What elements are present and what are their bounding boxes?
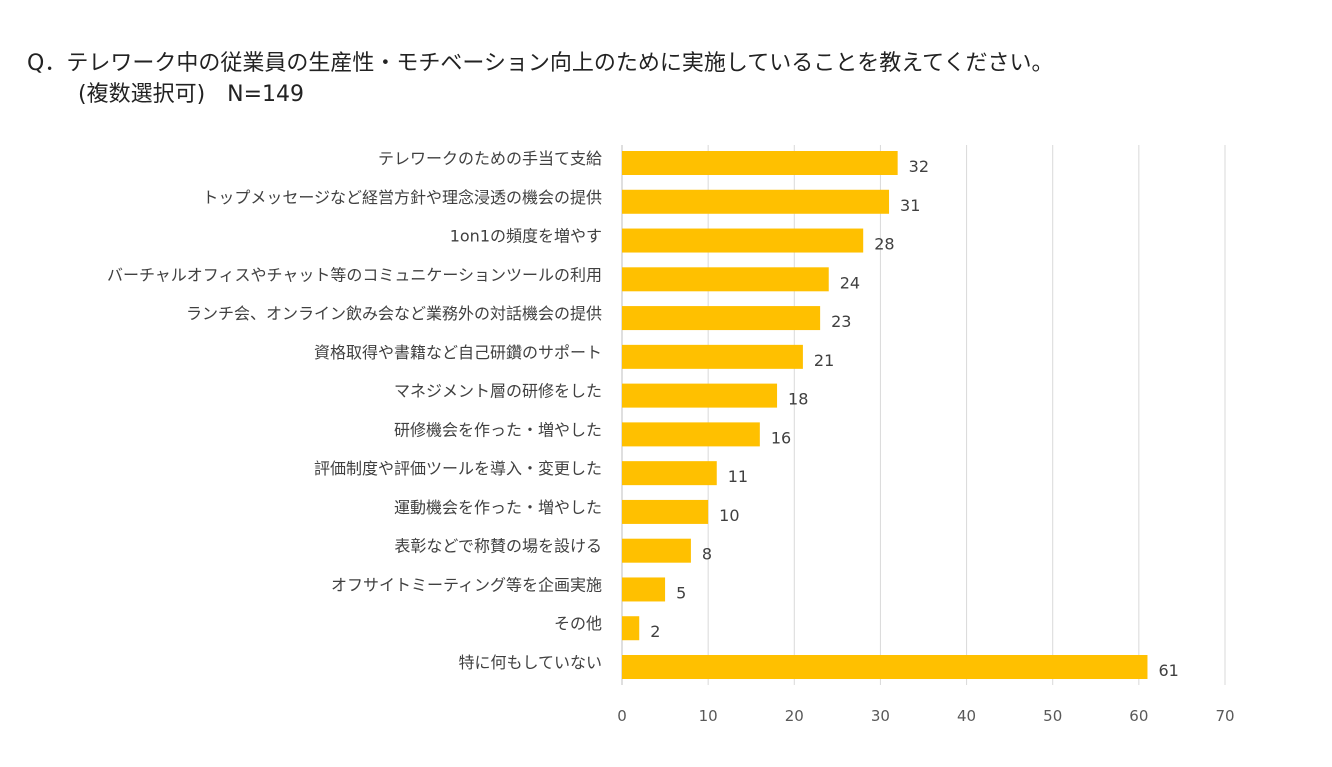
bar bbox=[622, 267, 829, 292]
category-label: 評価制度や評価ツールを導入・変更した bbox=[314, 459, 602, 478]
data-label: 32 bbox=[909, 157, 929, 176]
bar bbox=[622, 189, 890, 214]
data-label: 28 bbox=[874, 235, 894, 254]
x-tick-label: 20 bbox=[785, 707, 804, 725]
category-label: トップメッセージなど経営方針や理念浸透の機会の提供 bbox=[202, 188, 602, 207]
x-tick-label: 40 bbox=[957, 707, 976, 725]
bar bbox=[622, 422, 760, 447]
bar bbox=[622, 228, 864, 253]
bar bbox=[622, 306, 821, 331]
category-label: 運動機会を作った・増やした bbox=[394, 498, 602, 517]
category-label: 研修機会を作った・増やした bbox=[394, 420, 602, 439]
x-tick-label: 0 bbox=[617, 707, 627, 725]
data-label: 11 bbox=[728, 467, 748, 486]
bar bbox=[622, 577, 666, 602]
bar bbox=[622, 383, 778, 408]
data-label: 8 bbox=[702, 545, 712, 564]
x-tick-label: 50 bbox=[1043, 707, 1062, 725]
category-label: テレワークのための手当て支給 bbox=[378, 149, 602, 168]
x-tick-label: 10 bbox=[699, 707, 718, 725]
bar bbox=[622, 538, 691, 563]
chart-subtitle: (複数選択可) N=149 bbox=[78, 82, 304, 107]
bar bbox=[622, 461, 717, 486]
category-label: バーチャルオフィスやチャット等のコミュニケーションツールの利用 bbox=[107, 265, 602, 284]
category-label: 1on1の頻度を増やす bbox=[450, 227, 602, 246]
bar bbox=[622, 499, 709, 524]
data-label: 24 bbox=[840, 273, 860, 292]
x-tick-label: 70 bbox=[1215, 707, 1234, 725]
bars: 32 31 28 24 23 21 18 16 11 10 85 2 61 bbox=[622, 151, 1179, 680]
data-label: 61 bbox=[1158, 661, 1178, 680]
chart-title: Q．テレワーク中の従業員の生産性・モチベーション向上のために実施していることを教… bbox=[27, 51, 1053, 76]
x-tick-label: 30 bbox=[871, 707, 890, 725]
bar bbox=[622, 151, 898, 175]
gridlines bbox=[621, 145, 1226, 685]
data-label: 21 bbox=[814, 351, 834, 370]
data-label: 2 bbox=[650, 622, 660, 641]
bar bbox=[622, 616, 640, 641]
category-label: ランチ会、オンライン飲み会など業務外の対話機会の提供 bbox=[186, 304, 602, 323]
category-label: 表彰などで称賛の場を設ける bbox=[394, 537, 602, 556]
x-tick-label: 60 bbox=[1129, 707, 1148, 725]
x-tick-labels: 0 10 20 30 40 50 60 70 bbox=[617, 707, 1234, 725]
category-label: その他 bbox=[554, 614, 602, 633]
category-label: 資格取得や書籍など自己研鑽のサポート bbox=[314, 343, 602, 362]
data-label: 31 bbox=[900, 196, 920, 215]
data-label: 23 bbox=[831, 312, 851, 331]
data-label: 5 bbox=[676, 583, 686, 602]
data-label: 16 bbox=[771, 428, 791, 447]
data-label: 10 bbox=[719, 506, 739, 525]
bar bbox=[622, 655, 1148, 679]
bar bbox=[622, 344, 803, 369]
category-label: 特に何もしていない bbox=[458, 653, 602, 672]
data-label: 18 bbox=[788, 390, 808, 409]
category-label: マネジメント層の研修をした bbox=[394, 382, 602, 401]
category-label: オフサイトミーティング等を企画実施 bbox=[331, 575, 602, 594]
